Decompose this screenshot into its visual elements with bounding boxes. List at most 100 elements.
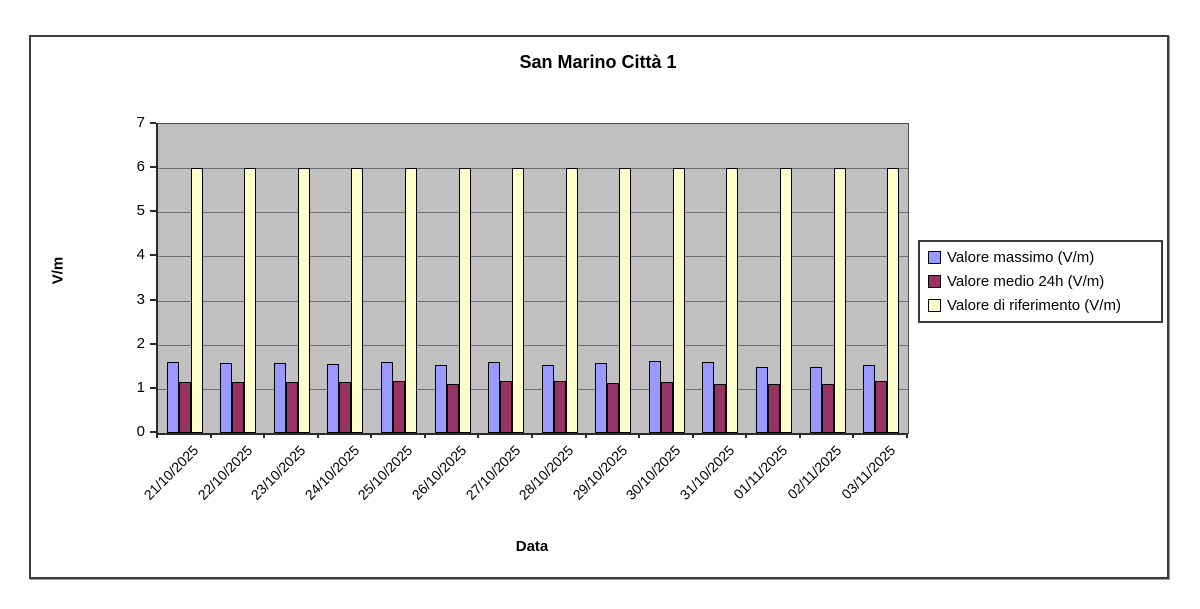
- bar-valore-di-riferimento-v-m: [833, 168, 846, 433]
- x-tick-mark: [423, 433, 426, 438]
- bar-valore-medio-24h-v-m: [232, 382, 245, 433]
- bar-valore-massimo-v-m: [756, 366, 769, 433]
- bar-valore-massimo-v-m: [434, 364, 447, 433]
- bar-valore-massimo-v-m: [220, 363, 233, 433]
- bar-valore-medio-24h-v-m: [607, 383, 620, 433]
- bar-group-24/10/2025: [319, 124, 373, 433]
- bar-valore-medio-24h-v-m: [500, 381, 513, 433]
- bar-group-28/10/2025: [533, 124, 587, 433]
- y-tick-label-0: 0: [136, 423, 145, 440]
- y-tick-label-6: 6: [136, 158, 145, 176]
- bar-valore-di-riferimento-v-m: [565, 168, 578, 433]
- x-tick-mark: [798, 433, 801, 438]
- x-tick-mark: [745, 433, 748, 438]
- legend-box: Valore massimo (V/m) Valore medio 24h (V/…: [918, 240, 1163, 323]
- x-tick-mark: [691, 433, 694, 438]
- bar-group-03/11/2025: [854, 124, 908, 433]
- legend-item: Valore massimo (V/m): [928, 249, 1153, 266]
- bar-valore-di-riferimento-v-m: [619, 168, 632, 433]
- gridline-3: [158, 300, 908, 302]
- bar-group-01/11/2025: [747, 124, 801, 433]
- bar-valore-di-riferimento-v-m: [190, 168, 203, 433]
- bar-valore-massimo-v-m: [541, 364, 554, 433]
- legend-swatch-icon: [928, 275, 941, 288]
- bar-valore-medio-24h-v-m: [285, 382, 298, 433]
- bar-group-23/10/2025: [265, 124, 319, 433]
- bar-valore-di-riferimento-v-m: [726, 168, 739, 433]
- y-tick-mark: [150, 210, 156, 213]
- bar-valore-di-riferimento-v-m: [244, 168, 257, 433]
- gridline-4: [158, 256, 908, 258]
- bar-group-27/10/2025: [479, 124, 533, 433]
- x-tick-mark: [906, 433, 908, 438]
- bar-group-22/10/2025: [212, 124, 266, 433]
- legend-item: Valore medio 24h (V/m): [928, 273, 1153, 290]
- bar-valore-medio-24h-v-m: [393, 381, 406, 433]
- bar-valore-medio-24h-v-m: [714, 384, 727, 433]
- bar-valore-massimo-v-m: [488, 362, 501, 433]
- bar-valore-medio-24h-v-m: [178, 382, 191, 433]
- bar-valore-massimo-v-m: [863, 364, 876, 433]
- legend-label: Valore di riferimento (V/m): [947, 297, 1121, 314]
- bar-valore-massimo-v-m: [327, 363, 340, 433]
- bar-valore-massimo-v-m: [381, 362, 394, 433]
- legend-swatch-icon: [928, 299, 941, 312]
- gridline-1: [158, 388, 908, 390]
- y-axis-line: [156, 123, 158, 434]
- bar-valore-medio-24h-v-m: [768, 383, 781, 433]
- x-tick-mark: [852, 433, 855, 438]
- bar-valore-medio-24h-v-m: [821, 383, 834, 433]
- bar-group-02/11/2025: [801, 124, 855, 433]
- x-tick-mark: [370, 433, 373, 438]
- bar-group-26/10/2025: [426, 124, 480, 433]
- y-tick-label-5: 5: [136, 202, 145, 220]
- bar-valore-massimo-v-m: [809, 366, 822, 433]
- gridline-5: [158, 212, 908, 214]
- bar-valore-medio-24h-v-m: [446, 384, 459, 433]
- y-tick-mark: [150, 166, 156, 169]
- bars-layer: [158, 124, 908, 433]
- bar-valore-di-riferimento-v-m: [351, 168, 364, 433]
- bar-valore-di-riferimento-v-m: [297, 168, 310, 433]
- legend-label: Valore massimo (V/m): [947, 249, 1095, 266]
- bar-valore-medio-24h-v-m: [660, 382, 673, 433]
- legend-label: Valore medio 24h (V/m): [947, 273, 1105, 290]
- chart-title: San Marino Città 1: [519, 52, 677, 72]
- y-tick-label-1: 1: [136, 378, 145, 396]
- x-axis-title: Data: [515, 538, 549, 555]
- y-tick-mark: [150, 386, 156, 389]
- x-tick-mark: [638, 433, 641, 438]
- bar-group-29/10/2025: [587, 124, 641, 433]
- x-tick-mark: [209, 433, 212, 438]
- bar-group-25/10/2025: [372, 124, 426, 433]
- bar-valore-medio-24h-v-m: [553, 381, 566, 433]
- bar-valore-di-riferimento-v-m: [512, 168, 525, 433]
- y-tick-mark: [150, 431, 156, 433]
- y-tick-label-3: 3: [136, 290, 145, 308]
- x-tick-mark: [531, 433, 533, 438]
- y-axis-title: V/m: [49, 256, 67, 285]
- bar-valore-massimo-v-m: [273, 363, 286, 433]
- bar-group-31/10/2025: [694, 124, 748, 433]
- y-tick-label-4: 4: [136, 246, 145, 264]
- x-tick-mark: [156, 433, 158, 438]
- bar-valore-massimo-v-m: [595, 363, 608, 433]
- legend-swatch-icon: [928, 251, 941, 264]
- bar-valore-di-riferimento-v-m: [458, 168, 471, 433]
- bar-valore-massimo-v-m: [166, 362, 179, 433]
- x-tick-mark: [477, 433, 480, 438]
- bar-valore-di-riferimento-v-m: [780, 168, 793, 433]
- bar-group-30/10/2025: [640, 124, 694, 433]
- bar-valore-di-riferimento-v-m: [887, 168, 900, 433]
- bar-valore-medio-24h-v-m: [875, 381, 888, 433]
- bar-valore-massimo-v-m: [648, 361, 661, 433]
- y-tick-label-7: 7: [136, 114, 145, 131]
- bar-valore-di-riferimento-v-m: [405, 168, 418, 433]
- bar-valore-medio-24h-v-m: [339, 382, 352, 433]
- legend-item: Valore di riferimento (V/m): [928, 297, 1153, 314]
- bar-group-21/10/2025: [158, 124, 212, 433]
- y-tick-mark: [150, 122, 156, 124]
- gridline-6: [158, 168, 908, 170]
- y-tick-mark: [150, 298, 156, 301]
